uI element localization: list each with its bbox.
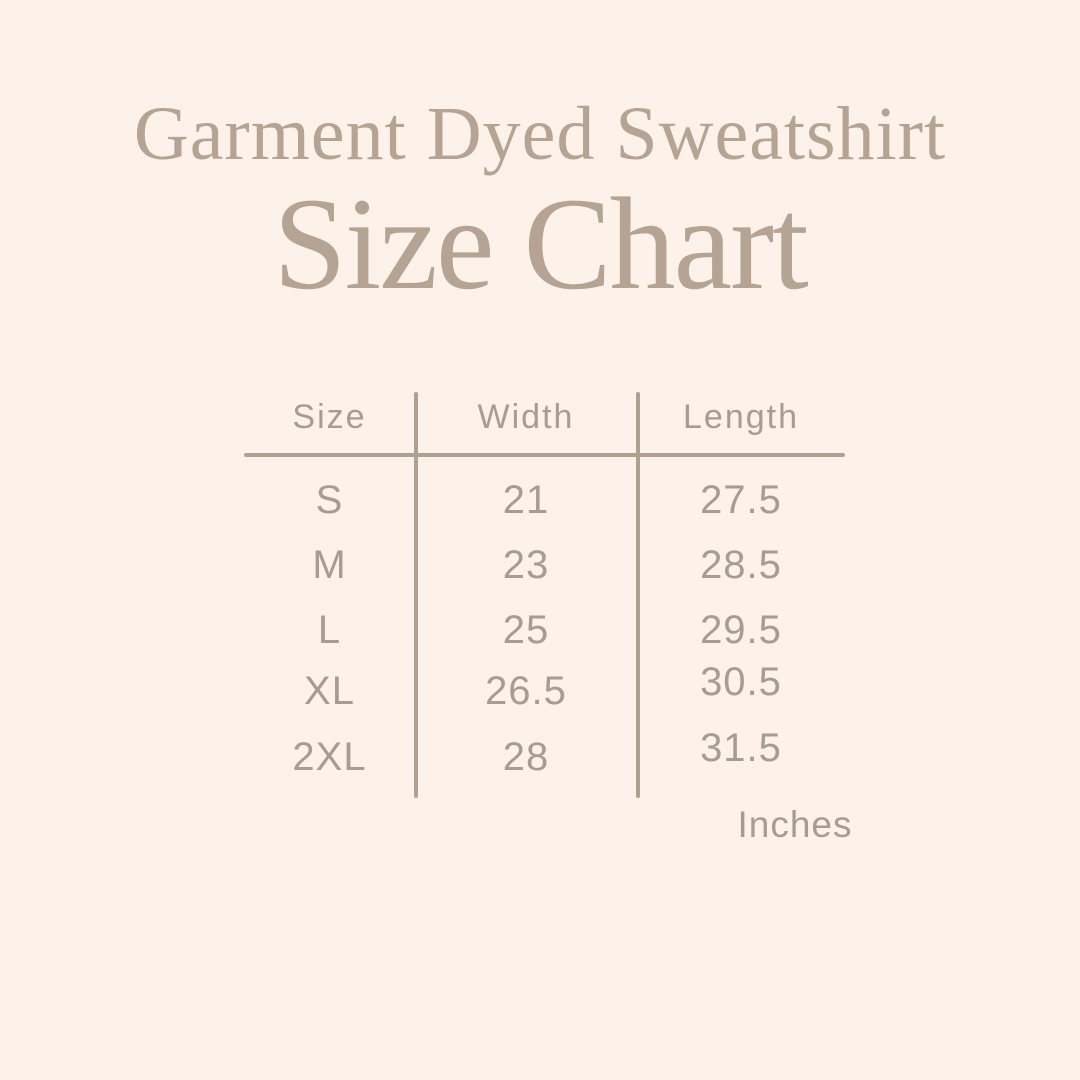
table-header-divider — [244, 453, 845, 457]
cell-width: 26.5 — [485, 668, 567, 713]
cell-length: 27.5 — [700, 477, 782, 522]
product-name-title: Garment Dyed Sweatshirt — [133, 92, 947, 176]
page-title: Size Chart — [273, 170, 809, 317]
table-vertical-divider-2 — [636, 392, 640, 798]
column-header-size: Size — [292, 397, 367, 436]
cell-length: 30.5 — [700, 659, 782, 704]
cell-length: 31.5 — [700, 725, 782, 770]
table-row: 2XL 28 31.5 — [244, 725, 845, 789]
cell-width: 28 — [502, 734, 550, 779]
table-vertical-divider-1 — [414, 392, 418, 798]
table-row: M 23 28.5 — [244, 533, 845, 597]
cell-width: 21 — [502, 477, 550, 522]
table-row: S 21 27.5 — [244, 468, 845, 532]
cell-size: S — [315, 477, 344, 522]
table-row: L 25 29.5 — [244, 598, 845, 662]
table-header-row: Size Width Length — [244, 392, 845, 442]
column-header-length: Length — [683, 397, 799, 436]
column-header-width: Width — [477, 397, 575, 436]
unit-label: Inches — [737, 804, 853, 845]
cell-size: L — [317, 607, 342, 652]
cell-size: XL — [304, 668, 355, 713]
cell-size: M — [312, 542, 347, 587]
cell-length: 28.5 — [700, 542, 782, 587]
cell-width: 25 — [502, 607, 550, 652]
cell-size: 2XL — [292, 734, 367, 779]
cell-width: 23 — [502, 542, 550, 587]
cell-length: 29.5 — [700, 607, 782, 652]
table-row: XL 26.5 30.5 — [244, 659, 845, 723]
